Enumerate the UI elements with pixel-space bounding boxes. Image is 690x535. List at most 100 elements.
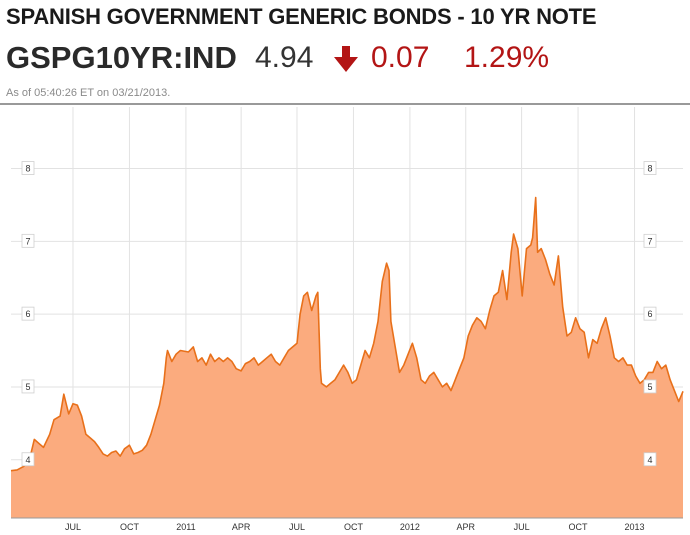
series-area [11, 197, 683, 518]
data-point [437, 379, 439, 381]
data-point [463, 357, 465, 359]
data-point [49, 434, 51, 436]
x-tick-label: OCT [120, 522, 140, 532]
data-point [416, 357, 418, 359]
y-tick-label-right-box [643, 379, 657, 394]
data-point [521, 295, 523, 297]
arrow-down-icon [334, 46, 358, 72]
data-point [72, 403, 74, 405]
data-point [59, 415, 61, 417]
y-tick-label-left-box [21, 233, 35, 248]
x-tick-label: 2013 [625, 522, 645, 532]
data-point [493, 295, 495, 297]
data-point [537, 252, 539, 254]
data-point [10, 470, 12, 472]
data-point [249, 361, 251, 363]
data-point [334, 379, 336, 381]
data-point [235, 368, 237, 370]
data-point [498, 292, 500, 294]
data-point [163, 383, 165, 385]
data-point [489, 310, 491, 312]
data-point [682, 391, 684, 393]
data-point [674, 390, 676, 392]
x-tick-label: OCT [344, 522, 364, 532]
y-tick-label-right: 4 [647, 455, 652, 465]
data-point [412, 343, 414, 345]
x-tick-label: APR [232, 522, 251, 532]
y-tick-label-left-box [21, 452, 35, 467]
data-point [77, 404, 79, 406]
x-tick-label: JUL [289, 522, 305, 532]
data-point [193, 346, 195, 348]
data-point [631, 364, 633, 366]
data-point [635, 375, 637, 377]
data-point [201, 357, 203, 359]
data-point [188, 351, 190, 353]
data-point [446, 383, 448, 385]
data-point [601, 328, 603, 330]
data-point [373, 343, 375, 345]
data-point [356, 379, 358, 381]
data-point [429, 375, 431, 377]
data-point [562, 306, 564, 308]
data-point [111, 452, 113, 454]
data-point [558, 255, 560, 257]
data-point [343, 364, 345, 366]
data-point [592, 339, 594, 341]
data-point [382, 281, 384, 283]
data-point [171, 361, 173, 363]
data-point [510, 252, 512, 254]
data-point [377, 321, 379, 323]
data-point [596, 343, 598, 345]
data-point [85, 434, 87, 436]
data-point [532, 237, 534, 239]
price-chart: 4 4 5 5 6 6 7 7 8 8 JUL OCT 2011 APR JUL OCT 2012 APR JUL O… [0, 103, 690, 535]
data-point [245, 363, 247, 365]
data-point [266, 357, 268, 359]
data-point [43, 447, 45, 449]
data-point [364, 350, 366, 352]
y-tick-label-left: 4 [25, 455, 30, 465]
data-point [240, 370, 242, 372]
data-point [472, 324, 474, 326]
data-point [89, 437, 91, 439]
data-point [665, 364, 667, 366]
data-point [360, 364, 362, 366]
data-point [166, 357, 168, 359]
data-point [540, 248, 542, 250]
data-point [315, 295, 317, 297]
data-point [530, 244, 532, 246]
data-point [175, 353, 177, 355]
data-point [420, 379, 422, 381]
data-point [513, 233, 515, 235]
data-point [639, 383, 641, 385]
data-point [369, 357, 371, 359]
data-point [545, 259, 547, 261]
data-point [669, 379, 671, 381]
data-point [588, 357, 590, 359]
data-point [553, 284, 555, 286]
y-tick-label-left-box [21, 379, 35, 394]
y-tick-label-right-box [643, 233, 657, 248]
data-point [583, 332, 585, 334]
y-tick-label-left-box [21, 161, 35, 175]
x-tick-label: APR [456, 522, 475, 532]
data-point [652, 372, 654, 374]
data-point [648, 372, 650, 374]
data-point [347, 372, 349, 374]
data-point [450, 390, 452, 392]
data-point [258, 364, 260, 366]
percent-change: 1.29% [464, 41, 550, 74]
data-point [680, 395, 682, 397]
data-point [321, 383, 323, 385]
data-point [150, 434, 152, 436]
y-tick-label-left: 5 [25, 382, 30, 392]
data-point [34, 439, 36, 441]
data-point [455, 379, 457, 381]
data-point [154, 419, 156, 421]
y-tick-label-right-box [643, 306, 657, 321]
data-point [614, 357, 616, 359]
data-point [433, 372, 435, 374]
data-point [119, 455, 121, 457]
x-tick-label: OCT [569, 522, 589, 532]
